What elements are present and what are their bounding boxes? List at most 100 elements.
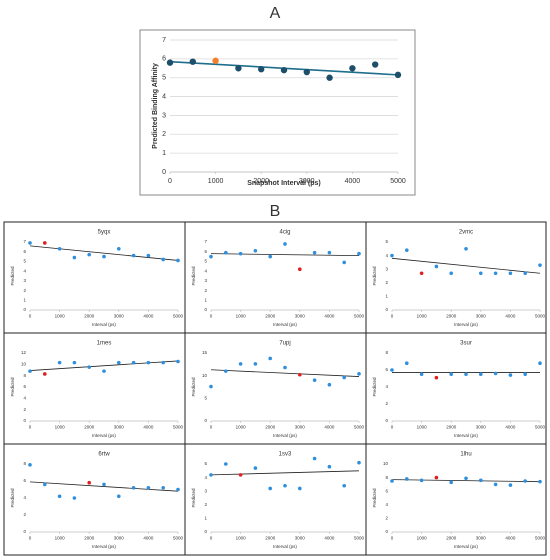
x-tick-label: 1000 (417, 536, 428, 541)
y-tick-label: 3 (204, 488, 207, 493)
y-tick-label: 0 (204, 307, 207, 312)
y-tick-label: 4 (162, 93, 166, 100)
point (493, 482, 498, 487)
y-tick-label: 2 (162, 131, 166, 138)
x-tick-label: 2000 (84, 314, 95, 319)
point (131, 253, 136, 258)
point (372, 61, 379, 68)
x-tick-label: 5000 (173, 314, 184, 319)
point (189, 58, 196, 65)
point (538, 479, 542, 484)
y-axis-label: Predicted (372, 377, 377, 397)
point (131, 360, 136, 365)
trendline (210, 470, 360, 476)
point (327, 464, 332, 469)
point (394, 71, 402, 79)
point (405, 477, 409, 481)
x-tick-label: 4000 (505, 314, 516, 319)
x-tick-label: 2000 (265, 536, 276, 541)
point (224, 250, 228, 255)
point (390, 368, 394, 372)
point (209, 254, 213, 259)
x-axis-label: Interval (ps) (273, 433, 297, 438)
y-tick-label: 4 (204, 268, 207, 273)
x-tick-label: 3000 (476, 425, 487, 430)
point (342, 260, 347, 265)
x-tick-label: 5000 (354, 425, 365, 430)
point (434, 475, 439, 480)
point (28, 241, 32, 245)
point (209, 473, 213, 477)
point (349, 65, 356, 72)
point (312, 250, 317, 255)
x-tick-label: 4000 (324, 425, 335, 430)
y-tick-label: 5 (23, 259, 26, 264)
x-tick-label: 5000 (354, 536, 365, 541)
point (258, 66, 265, 73)
point (342, 483, 347, 488)
y-tick-label: 3 (385, 266, 388, 271)
point (538, 361, 542, 366)
y-axis-label: Predicted (191, 488, 196, 508)
x-tick-label: 4000 (143, 536, 154, 541)
chart-title: 1sv3 (279, 452, 292, 458)
y-tick-label: 2 (385, 516, 388, 521)
y-tick-label: 5 (204, 461, 207, 466)
y-tick-label: 10 (202, 373, 208, 378)
x-tick-label: 5000 (173, 425, 184, 430)
y-tick-label: 1 (204, 516, 207, 521)
x-axis-label: Interval (ps) (454, 322, 478, 327)
point (283, 483, 287, 488)
point (479, 478, 483, 483)
y-tick-label: 0 (23, 307, 26, 312)
trendline (29, 360, 179, 371)
x-tick-label: 4000 (324, 314, 335, 319)
y-tick-label: 3 (204, 278, 207, 283)
x-tick-label: 5000 (535, 425, 546, 430)
x-tick-label: 4000 (143, 425, 154, 430)
point (283, 242, 287, 246)
y-tick-label: 8 (385, 475, 388, 480)
x-tick-label: 1000 (55, 314, 66, 319)
panel-a-frame (139, 29, 416, 196)
y-tick-label: 4 (385, 384, 388, 389)
point (43, 372, 47, 376)
x-tick-label: 3000 (114, 536, 125, 541)
point (253, 362, 258, 366)
point (464, 372, 468, 377)
y-tick-label: 12 (21, 350, 27, 355)
x-tick-label: 1000 (236, 536, 247, 541)
point (326, 74, 333, 81)
y-tick-label: 0 (385, 529, 388, 534)
x-tick-label: 2000 (446, 536, 457, 541)
y-tick-label: 2 (385, 401, 388, 406)
point (523, 479, 527, 483)
point (434, 264, 439, 269)
y-tick-label: 4 (23, 396, 26, 401)
chart-title: 7upj (279, 341, 290, 347)
point (161, 257, 165, 262)
chart-title: 1mes (97, 341, 112, 347)
x-tick-label: 5000 (173, 536, 184, 541)
x-tick-label: 3000 (295, 536, 306, 541)
point (419, 478, 424, 483)
point (161, 486, 165, 490)
y-tick-label: 3 (23, 278, 26, 283)
y-axis-label: Predicted (10, 488, 15, 508)
y-tick-label: 7 (23, 239, 26, 244)
y-tick-label: 5 (204, 396, 207, 401)
point (72, 255, 77, 260)
point (57, 247, 62, 251)
y-tick-label: 15 (202, 350, 208, 355)
panel-label: A (270, 5, 281, 22)
y-tick-label: 8 (23, 461, 26, 466)
y-axis-label: Predicted (191, 266, 196, 286)
y-tick-label: 2 (23, 407, 26, 412)
x-tick-label: 0 (210, 536, 213, 541)
point (28, 463, 32, 467)
x-tick-label: 5000 (535, 314, 546, 319)
point (327, 250, 332, 255)
y-tick-label: 4 (204, 475, 207, 480)
y-tick-label: 6 (204, 249, 207, 254)
